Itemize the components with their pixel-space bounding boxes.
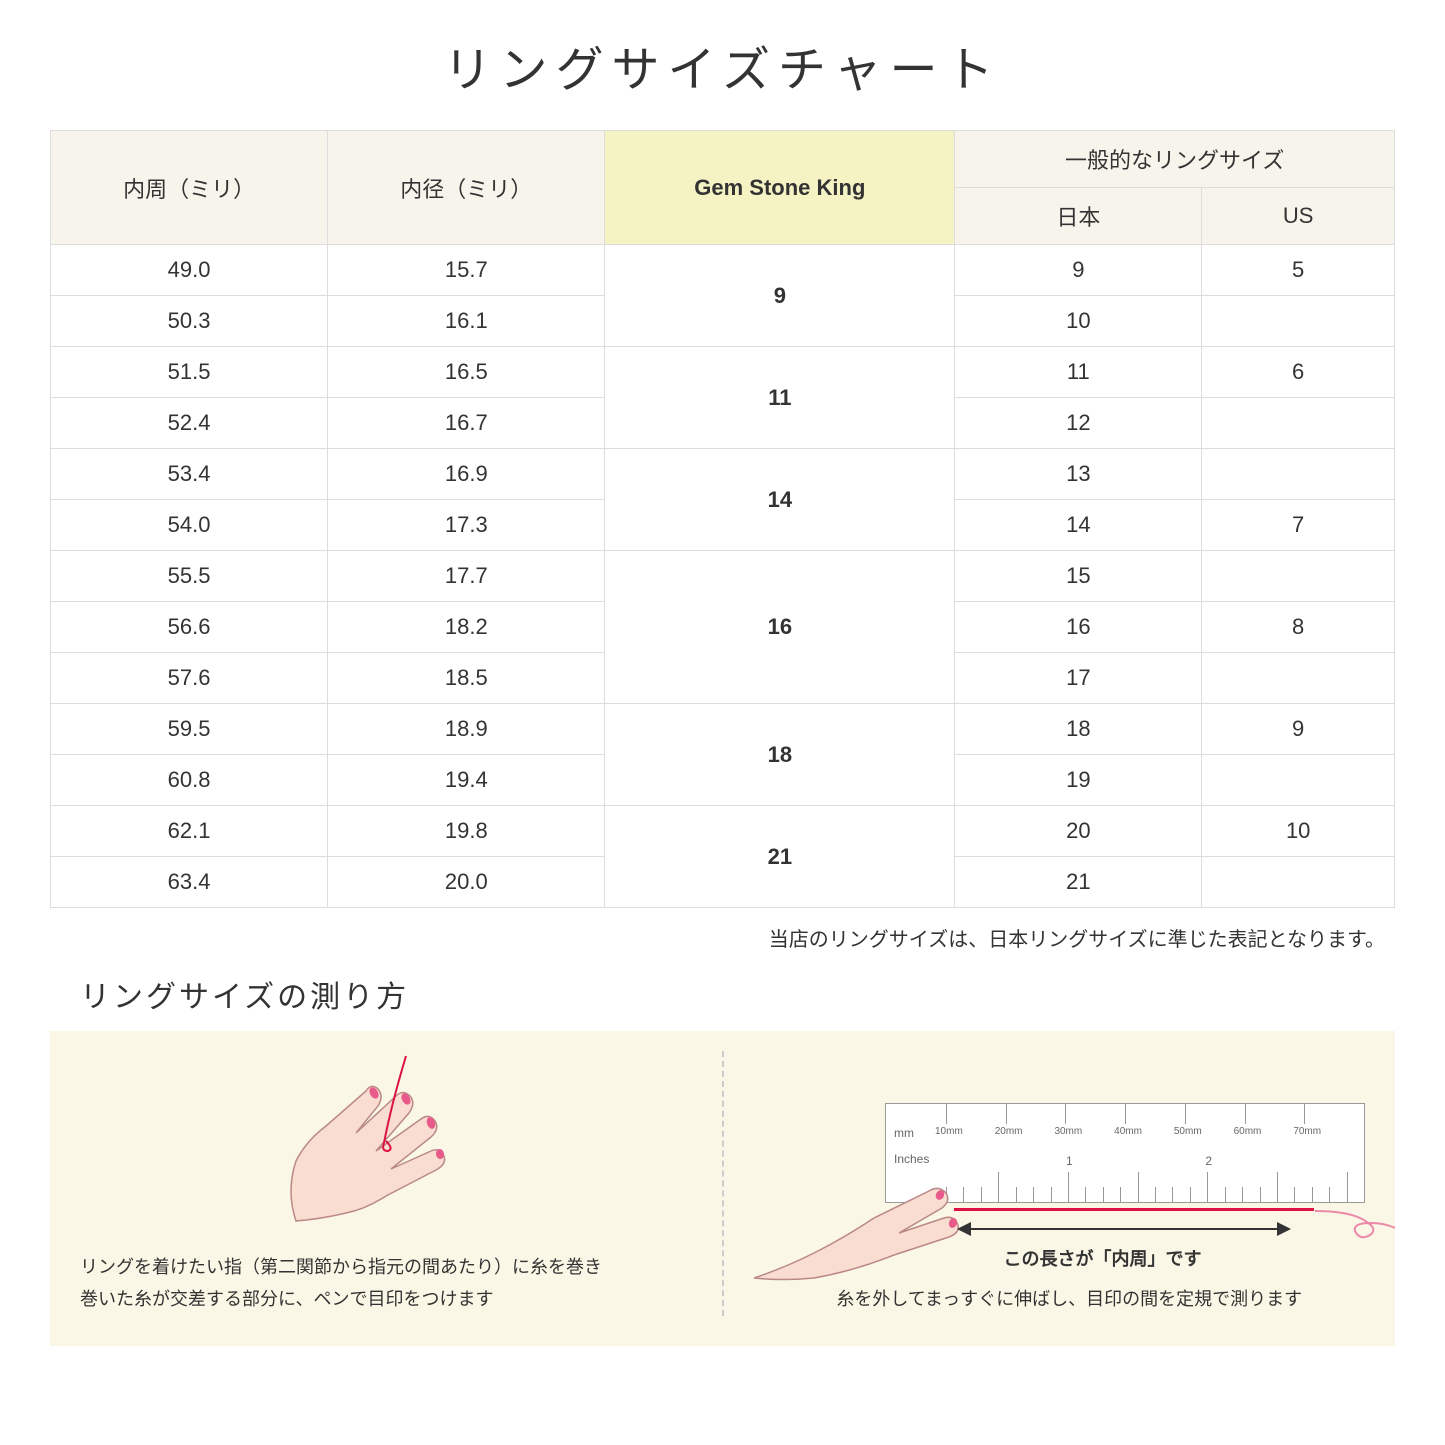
cell-diameter: 15.7 <box>328 245 605 296</box>
cell-japan: 12 <box>955 398 1202 449</box>
cell-japan: 15 <box>955 551 1202 602</box>
cell-us: 6 <box>1202 347 1395 398</box>
col-gsk: Gem Stone King <box>605 131 955 245</box>
cell-circumference: 50.3 <box>51 296 328 347</box>
arrow-right-icon <box>1277 1222 1291 1236</box>
instruction-divider <box>722 1051 724 1316</box>
arrow-line <box>969 1228 1279 1230</box>
cell-us <box>1202 755 1395 806</box>
cell-us <box>1202 398 1395 449</box>
cell-diameter: 16.5 <box>328 347 605 398</box>
cell-diameter: 17.7 <box>328 551 605 602</box>
cell-gsk: 16 <box>605 551 955 704</box>
table-body: 49.015.799550.316.11051.516.51111652.416… <box>51 245 1395 908</box>
cell-circumference: 54.0 <box>51 500 328 551</box>
hand-left-icon <box>236 1051 516 1231</box>
table-row: 59.518.918189 <box>51 704 1395 755</box>
cell-us <box>1202 449 1395 500</box>
cell-us: 5 <box>1202 245 1395 296</box>
cell-japan: 20 <box>955 806 1202 857</box>
cell-japan: 18 <box>955 704 1202 755</box>
cell-circumference: 59.5 <box>51 704 328 755</box>
cell-circumference: 51.5 <box>51 347 328 398</box>
col-us: US <box>1202 188 1395 245</box>
cell-japan: 9 <box>955 245 1202 296</box>
step1-text: リングを着けたい指（第二関節から指元の間あたり）に糸を巻き巻いた糸が交差する部分… <box>80 1251 672 1316</box>
hand-wrap-illustration <box>80 1051 672 1231</box>
size-chart-table: 内周（ミリ） 内径（ミリ） Gem Stone King 一般的なリングサイズ … <box>50 130 1395 908</box>
cell-japan: 19 <box>955 755 1202 806</box>
ruler-mm-label: mm <box>894 1126 914 1140</box>
cell-circumference: 53.4 <box>51 449 328 500</box>
ruler-illustration: mm Inches 10mm20mm30mm40mm50mm60mm70mm 1… <box>774 1093 1366 1273</box>
step2-text: 糸を外してまっすぐに伸ばし、目印の間を定規で測ります <box>774 1283 1366 1315</box>
instruction-step-1: リングを着けたい指（第二関節から指元の間あたり）に糸を巻き巻いた糸が交差する部分… <box>80 1051 672 1316</box>
cell-japan: 13 <box>955 449 1202 500</box>
cell-us <box>1202 551 1395 602</box>
col-general: 一般的なリングサイズ <box>955 131 1395 188</box>
cell-diameter: 16.1 <box>328 296 605 347</box>
cell-japan: 17 <box>955 653 1202 704</box>
cell-circumference: 52.4 <box>51 398 328 449</box>
thread-curl-icon <box>1315 1193 1395 1243</box>
cell-gsk: 11 <box>605 347 955 449</box>
col-diameter: 内径（ミリ） <box>328 131 605 245</box>
instructions-panel: リングを着けたい指（第二関節から指元の間あたり）に糸を巻き巻いた糸が交差する部分… <box>50 1031 1395 1346</box>
cell-circumference: 57.6 <box>51 653 328 704</box>
cell-gsk: 18 <box>605 704 955 806</box>
table-row: 62.119.8212010 <box>51 806 1395 857</box>
table-row: 53.416.91413 <box>51 449 1395 500</box>
cell-diameter: 17.3 <box>328 500 605 551</box>
hand-right-icon <box>754 1163 974 1283</box>
cell-japan: 16 <box>955 602 1202 653</box>
cell-diameter: 19.4 <box>328 755 605 806</box>
cell-us <box>1202 296 1395 347</box>
cell-gsk: 14 <box>605 449 955 551</box>
cell-circumference: 63.4 <box>51 857 328 908</box>
size-note: 当店のリングサイズは、日本リングサイズに準じた表記となります。 <box>50 923 1395 952</box>
cell-diameter: 18.9 <box>328 704 605 755</box>
cell-us: 8 <box>1202 602 1395 653</box>
table-row: 51.516.511116 <box>51 347 1395 398</box>
cell-circumference: 55.5 <box>51 551 328 602</box>
cell-circumference: 60.8 <box>51 755 328 806</box>
cell-japan: 11 <box>955 347 1202 398</box>
cell-us: 7 <box>1202 500 1395 551</box>
cell-us <box>1202 653 1395 704</box>
ruler-mm-ticks: 10mm20mm30mm40mm50mm60mm70mm <box>946 1104 1364 1124</box>
col-japan: 日本 <box>955 188 1202 245</box>
cell-diameter: 20.0 <box>328 857 605 908</box>
cell-diameter: 16.7 <box>328 398 605 449</box>
cell-diameter: 18.5 <box>328 653 605 704</box>
table-row: 49.015.7995 <box>51 245 1395 296</box>
col-circumference: 内周（ミリ） <box>51 131 328 245</box>
cell-gsk: 21 <box>605 806 955 908</box>
cell-us <box>1202 857 1395 908</box>
cell-diameter: 16.9 <box>328 449 605 500</box>
thread-line <box>954 1208 1314 1211</box>
cell-japan: 14 <box>955 500 1202 551</box>
cell-diameter: 19.8 <box>328 806 605 857</box>
page-title: リングサイズチャート <box>50 30 1395 100</box>
table-row: 55.517.71615 <box>51 551 1395 602</box>
cell-circumference: 62.1 <box>51 806 328 857</box>
cell-circumference: 49.0 <box>51 245 328 296</box>
cell-japan: 10 <box>955 296 1202 347</box>
cell-us: 9 <box>1202 704 1395 755</box>
howto-title: リングサイズの測り方 <box>80 972 1395 1016</box>
cell-diameter: 18.2 <box>328 602 605 653</box>
cell-us: 10 <box>1202 806 1395 857</box>
cell-japan: 21 <box>955 857 1202 908</box>
cell-circumference: 56.6 <box>51 602 328 653</box>
arrow-label: この長さが「内周」です <box>1004 1245 1202 1271</box>
ruler-inch-ticks: 12 <box>946 1172 1364 1202</box>
instruction-step-2: mm Inches 10mm20mm30mm40mm50mm60mm70mm 1… <box>774 1051 1366 1316</box>
cell-gsk: 9 <box>605 245 955 347</box>
